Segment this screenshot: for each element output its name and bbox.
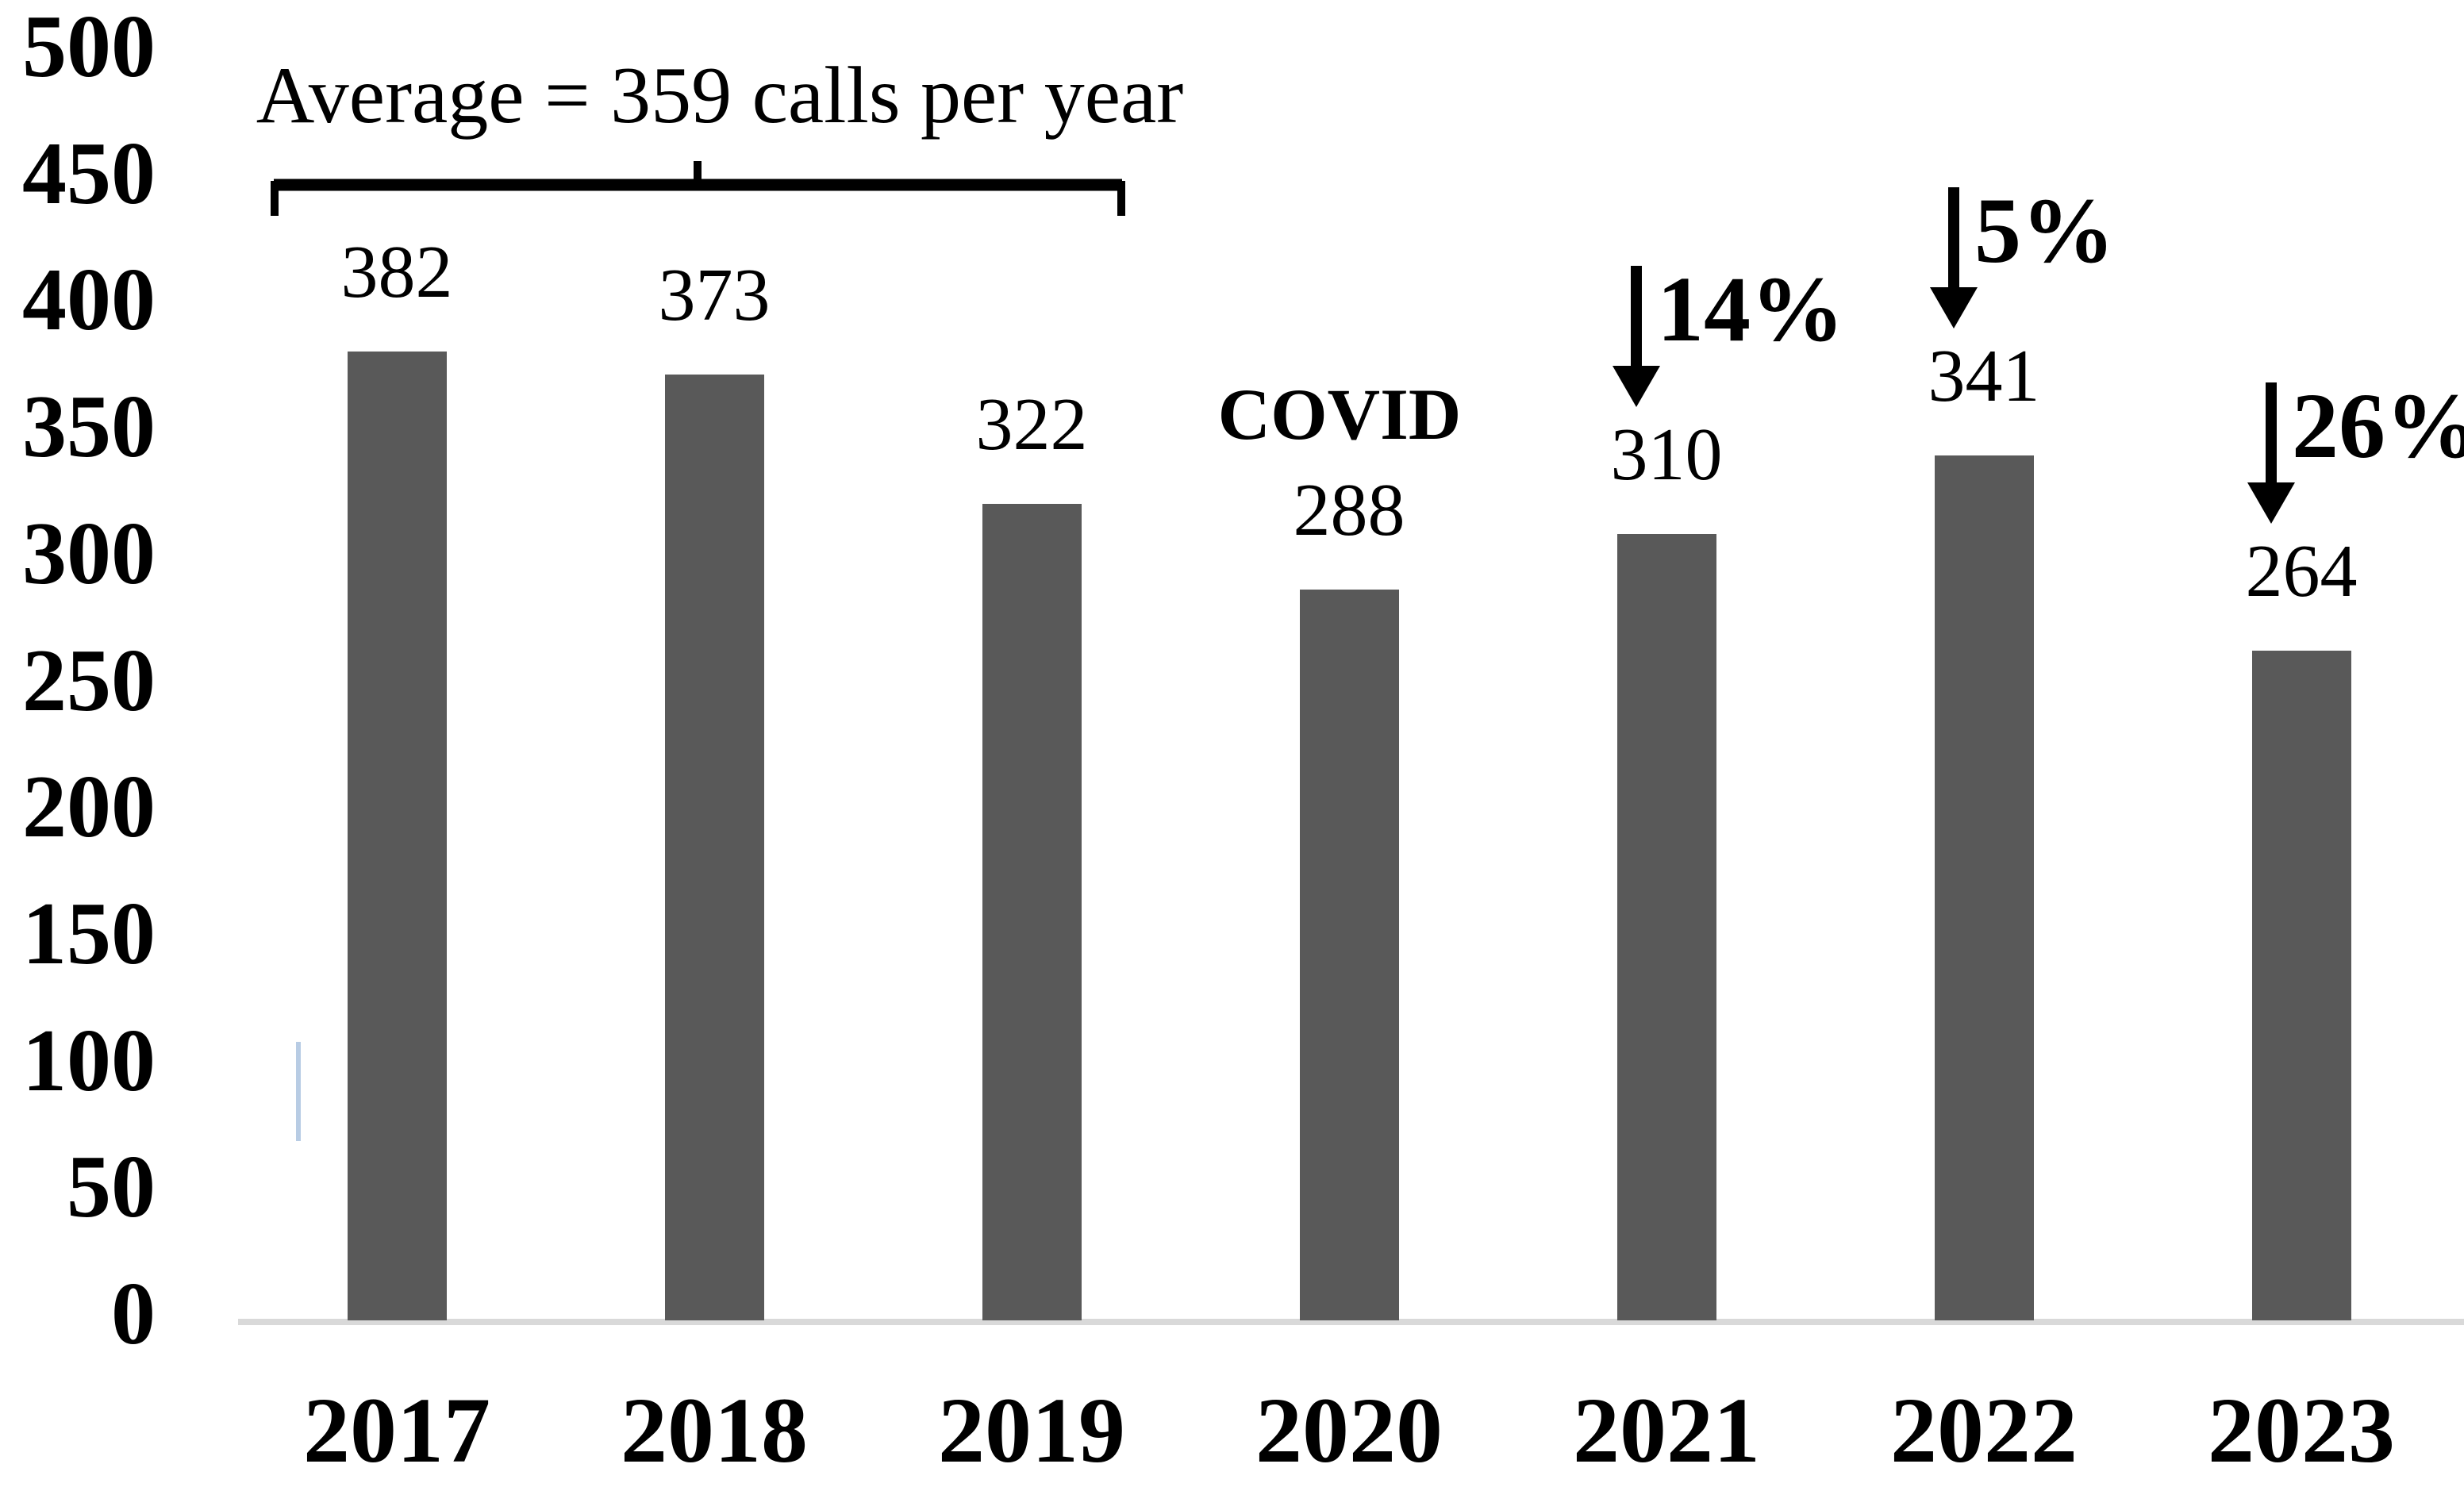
x-axis-year-label: 2019 (938, 1378, 1125, 1482)
x-axis-year-label: 2021 (1573, 1378, 1760, 1482)
x-axis-year-label: 2020 (1255, 1378, 1443, 1482)
y-axis-tick-label: 450 (22, 125, 156, 223)
drop-pct-label: 26% (2292, 374, 2464, 478)
bar (664, 375, 764, 1320)
bar (1299, 590, 1399, 1320)
bar (1616, 534, 1716, 1320)
y-axis-tick-label: 0 (111, 1265, 156, 1363)
y-axis-tick-label: 50 (67, 1138, 156, 1236)
x-axis-year-label: 2022 (1890, 1378, 2078, 1482)
x-axis-year-label: 2018 (621, 1378, 808, 1482)
y-axis-tick-label: 350 (22, 378, 156, 476)
bar-value-label: 288 (1293, 469, 1405, 551)
y-axis-tick-label: 300 (22, 505, 156, 603)
y-axis-tick-label: 150 (22, 885, 156, 983)
y-axis-tick-label: 200 (22, 758, 156, 856)
bar-value-label: 322 (975, 383, 1088, 466)
drop-pct-label: 5% (1974, 179, 2115, 282)
y-axis-tick-label: 250 (22, 632, 156, 730)
x-axis-line (238, 1319, 2464, 1325)
average-annotation-label: Average = 359 calls per year (256, 51, 1184, 140)
bar-value-label: 341 (1928, 335, 2040, 417)
x-axis-year-label: 2023 (2208, 1378, 2395, 1482)
drop-pct-label: 14% (1657, 257, 1844, 361)
bar (1934, 455, 2034, 1320)
y-axis-tick-label: 100 (22, 1012, 156, 1110)
bar-value-label: 382 (340, 231, 453, 313)
bar-value-label: 310 (1610, 413, 1723, 496)
bar (347, 352, 447, 1320)
y-axis-tick-label: 500 (22, 0, 156, 96)
x-axis-year-label: 2017 (303, 1378, 490, 1482)
bar-value-label: 373 (658, 254, 771, 336)
y-axis-tick-label: 400 (22, 251, 156, 349)
artifact-line (296, 1042, 301, 1141)
bar (982, 504, 1082, 1320)
covid-label: COVID (1217, 374, 1462, 455)
bar (2251, 651, 2351, 1320)
bar-value-label: 264 (2245, 530, 2358, 613)
